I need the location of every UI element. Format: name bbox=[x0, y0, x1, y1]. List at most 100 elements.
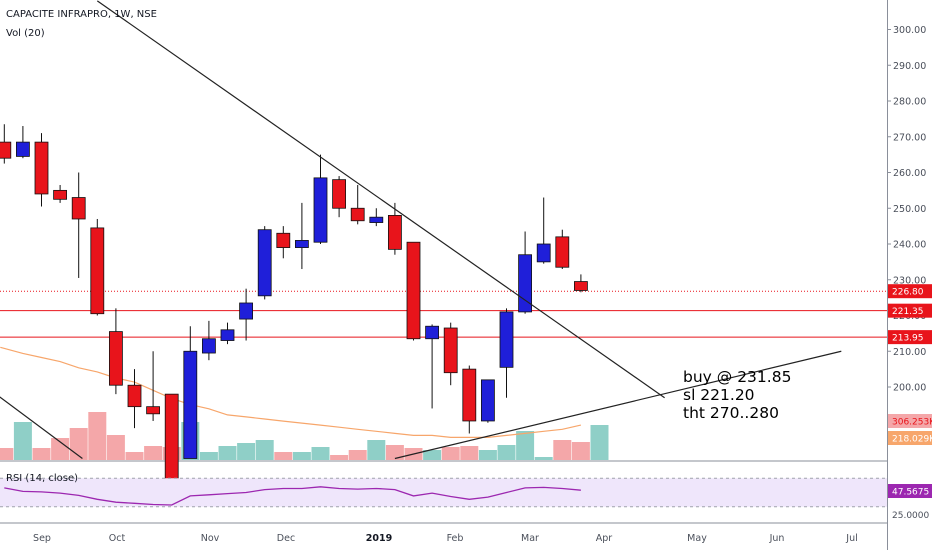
grid-layer bbox=[0, 0, 888, 550]
candle-body bbox=[369, 216, 384, 223]
candle bbox=[109, 308, 123, 395]
price-level-label-bg bbox=[888, 284, 932, 299]
candle-body bbox=[387, 214, 402, 250]
volume-bar bbox=[311, 447, 330, 460]
candle bbox=[499, 308, 514, 398]
volume-bar bbox=[292, 452, 311, 460]
annotation-target: tht 270..280 bbox=[683, 404, 779, 422]
volume-bar bbox=[32, 448, 51, 460]
volume-bar bbox=[199, 452, 218, 460]
volume-bar bbox=[385, 445, 404, 460]
volume-bar bbox=[144, 446, 163, 460]
candle-body bbox=[480, 379, 495, 422]
candle-body bbox=[499, 311, 514, 368]
price-level-label-bg bbox=[888, 303, 932, 318]
plot-background bbox=[0, 0, 887, 550]
candle bbox=[294, 202, 309, 270]
time-tick-label: Jun bbox=[769, 533, 785, 544]
candle bbox=[71, 172, 86, 278]
candle-body bbox=[406, 241, 421, 340]
rsi-band-label: 25.0000 bbox=[892, 511, 929, 521]
volume-bar bbox=[571, 442, 590, 460]
candlestick-series bbox=[0, 124, 588, 505]
candle-body bbox=[257, 229, 272, 297]
rsi-value-label: 47.5675 bbox=[892, 488, 929, 498]
candle bbox=[53, 185, 67, 203]
candle bbox=[257, 226, 272, 300]
candle bbox=[90, 218, 105, 316]
horizontal-levels bbox=[0, 290, 887, 338]
rsi-line bbox=[4, 486, 581, 506]
rsi-band bbox=[0, 478, 887, 507]
price-level-label: 221.35 bbox=[892, 307, 924, 317]
candle-body bbox=[90, 227, 105, 315]
candle bbox=[350, 185, 365, 225]
price-axis[interactable]: 300.00 290.00 280.00 270.00 260.00 250.00 240.… bbox=[887, 25, 932, 521]
price-tick-label: 270.00 bbox=[893, 132, 926, 143]
volume-bar bbox=[330, 455, 349, 460]
candle-body bbox=[201, 338, 216, 354]
price-level-label: 213.95 bbox=[892, 334, 924, 344]
volume-bar bbox=[0, 448, 14, 460]
volume-bar bbox=[88, 412, 107, 460]
candle-body bbox=[109, 331, 123, 386]
rsi-pane bbox=[0, 477, 887, 508]
candle-body bbox=[146, 406, 161, 415]
candle-body bbox=[536, 243, 551, 263]
time-tick-label: Jul bbox=[845, 533, 857, 544]
volume-ma-label-bg bbox=[888, 431, 932, 445]
candle-body bbox=[127, 384, 142, 408]
price-level-label-bg bbox=[888, 330, 932, 345]
price-tick-label: 210.00 bbox=[893, 347, 926, 358]
candle bbox=[536, 197, 551, 264]
volume-bar bbox=[106, 435, 125, 460]
volume-ma-label: 218.029K bbox=[892, 435, 932, 445]
candle bbox=[201, 320, 216, 361]
candle bbox=[239, 288, 254, 341]
volume-bar bbox=[274, 452, 293, 460]
volume-bar bbox=[255, 440, 274, 460]
candle bbox=[0, 124, 12, 164]
candle bbox=[332, 176, 347, 218]
time-tick-label: 2019 bbox=[366, 533, 392, 544]
volume-bar bbox=[460, 446, 479, 460]
symbol-title: CAPACITE INFRAPRO, 1W, NSE bbox=[6, 9, 157, 20]
candle-body bbox=[15, 141, 30, 157]
time-tick-label: Sep bbox=[33, 533, 51, 544]
time-tick-label: Feb bbox=[447, 533, 464, 544]
candle-body bbox=[34, 141, 49, 195]
time-axis[interactable]: Sep Oct Nov Dec 2019 Feb Mar Apr May Jun Jul bbox=[33, 533, 858, 544]
time-tick-label: Oct bbox=[109, 533, 126, 544]
time-tick-label: May bbox=[687, 533, 707, 544]
time-tick-label: Nov bbox=[201, 533, 220, 544]
candle bbox=[276, 226, 291, 259]
volume-bar bbox=[497, 445, 516, 460]
candle bbox=[313, 154, 328, 244]
candle bbox=[183, 326, 198, 459]
volume-indicator-label: Vol (20) bbox=[6, 28, 45, 39]
time-tick-label: Mar bbox=[521, 533, 539, 544]
candle bbox=[387, 202, 402, 255]
volume-bar bbox=[13, 422, 32, 460]
candle bbox=[425, 324, 440, 409]
price-tick-label: 300.00 bbox=[893, 25, 926, 36]
volume-value-label-bg bbox=[888, 414, 932, 428]
candle-body bbox=[574, 281, 588, 291]
candle bbox=[34, 133, 49, 207]
candle-body bbox=[0, 141, 12, 159]
volume-bar bbox=[218, 446, 237, 460]
rsi-indicator-label: RSI (14, close) bbox=[6, 473, 79, 484]
candle-body bbox=[443, 327, 458, 374]
candle bbox=[574, 274, 588, 293]
candle bbox=[555, 229, 570, 270]
candle-body bbox=[294, 240, 309, 248]
rsi-value-label-bg bbox=[888, 484, 932, 498]
candle-body bbox=[313, 177, 328, 243]
candle bbox=[127, 369, 142, 429]
time-tick-label: Apr bbox=[596, 533, 613, 544]
volume-bar bbox=[348, 450, 367, 460]
volume-bar bbox=[367, 440, 386, 460]
volume-bar bbox=[590, 425, 609, 460]
annotation-buy: buy @ 231.85 bbox=[683, 368, 792, 386]
